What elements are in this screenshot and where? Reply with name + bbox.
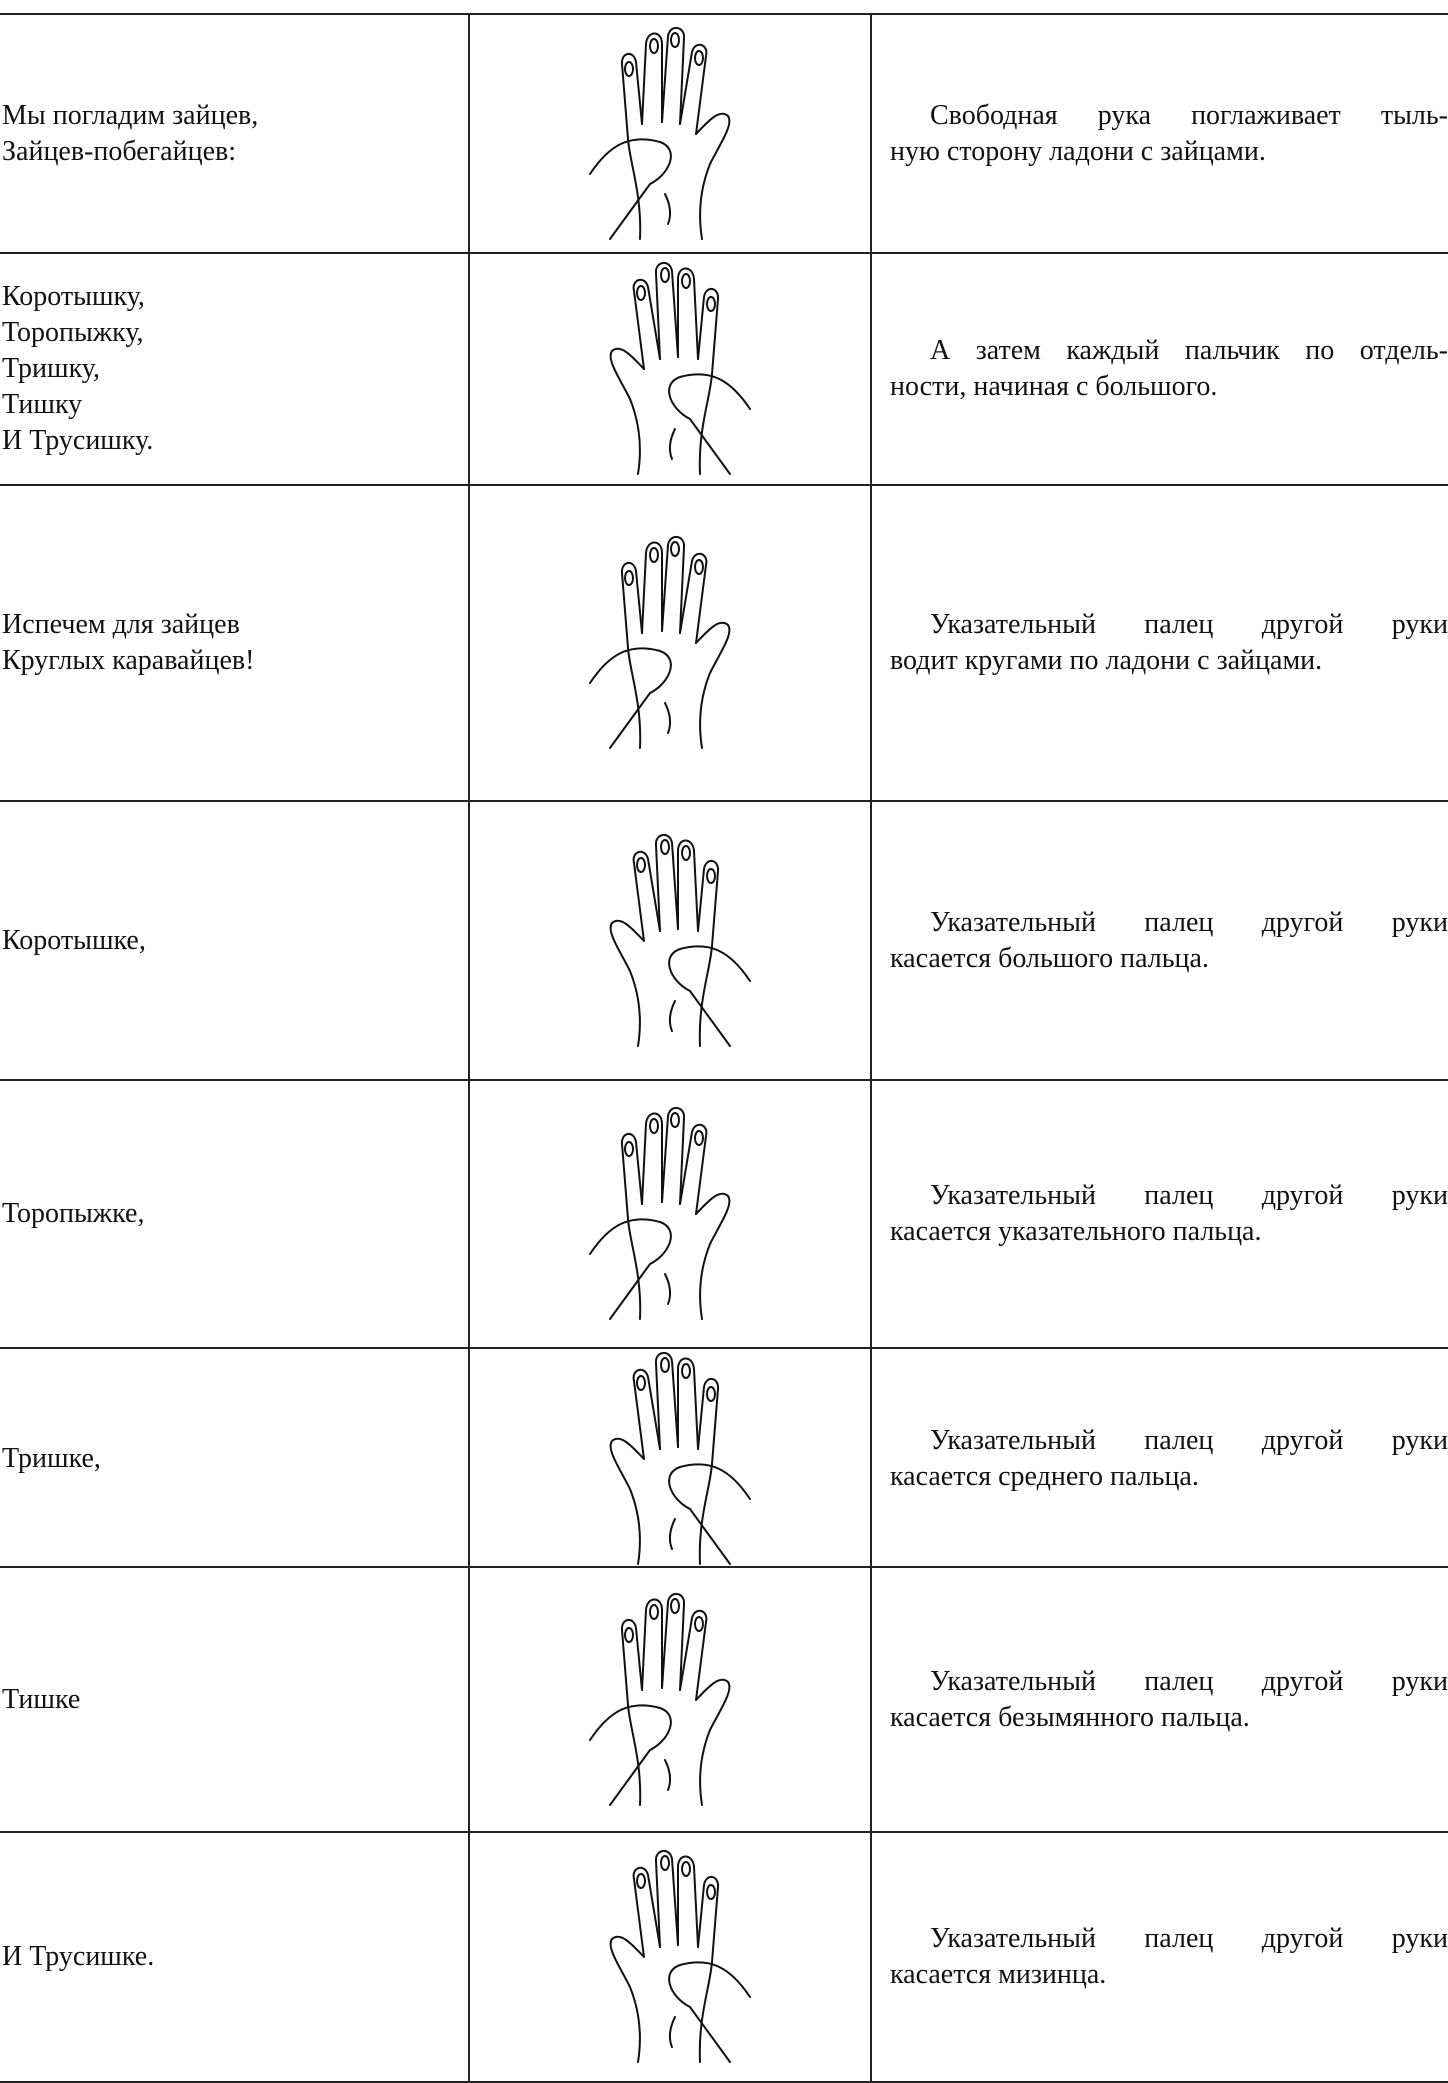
verse-line: Тишке	[2, 1683, 81, 1715]
table-row: Испечем для зайцев Круглых каравайцев! Ука…	[0, 486, 1448, 802]
verse-line: Испечем для зайцев	[2, 609, 240, 640]
illustration-cell	[470, 1568, 872, 1831]
verse-cell: Тришке,	[0, 1349, 470, 1569]
illustration-cell	[470, 1081, 872, 1347]
action-cell: Указательный палец другой руки касается с…	[872, 1349, 1448, 1569]
hand-illustration	[560, 1104, 780, 1324]
action-cell: Указательный палец другой руки касается м…	[872, 1833, 1448, 2081]
table-row: И Трусишке. Указательный палец другой рук…	[0, 1833, 1448, 2083]
verse-line: Тришке,	[2, 1443, 101, 1474]
action-line: касается среднего пальца.	[890, 1461, 1199, 1492]
verse-cell: И Трусишке.	[0, 1833, 470, 2081]
table-row: Мы погладим зайцев, Зайцев-побегайцев: Сво…	[0, 15, 1448, 254]
action-line: Свободная рука поглаживает тыль-	[930, 99, 1448, 131]
illustration-cell	[470, 802, 872, 1079]
action-line: Указательный палец другой руки	[930, 1665, 1448, 1697]
verse-line: Коротышке,	[2, 924, 146, 956]
verse-line: Зайцев-побегайцев:	[2, 135, 236, 167]
verse-cell: Торопыжке,	[0, 1081, 470, 1347]
action-line: ную сторону ладони с зайцами.	[890, 135, 1266, 167]
table-row: Тишке Указательный палец другой руки касае…	[0, 1568, 1448, 1833]
verse-line: И Трусишку.	[2, 425, 154, 456]
hand-illustration	[560, 1847, 780, 2067]
hand-illustration	[560, 1590, 780, 1810]
verse-cell: Коротышке,	[0, 802, 470, 1079]
illustration-cell	[470, 15, 872, 252]
action-line: касается большого пальца.	[890, 942, 1209, 974]
illustration-cell	[470, 486, 872, 800]
hand-illustration	[560, 831, 780, 1051]
action-line: касается указательного пальца.	[890, 1216, 1262, 1247]
verse-cell: Мы погладим зайцев, Зайцев-побегайцев:	[0, 15, 470, 252]
action-line: Указательный палец другой руки	[930, 1180, 1448, 1211]
action-cell: Указательный палец другой руки водит круг…	[872, 486, 1448, 800]
verse-line: Коротышку,	[2, 281, 145, 312]
rhyme-table: Мы погладим зайцев, Зайцев-побегайцев: Сво…	[0, 13, 1448, 2083]
verse-line: И Трусишке.	[2, 1941, 155, 1972]
hand-illustration	[560, 259, 780, 479]
illustration-cell	[470, 1833, 872, 2081]
table-row: Коротышке, Указательный палец другой руки…	[0, 802, 1448, 1081]
action-line: касается мизинца.	[890, 1959, 1107, 1990]
verse-line: Торопыжку,	[2, 317, 144, 348]
verse-cell: Тишке	[0, 1568, 470, 1831]
verse-line: Тришку,	[2, 353, 100, 384]
table-row: Коротышку, Торопыжку, Тришку, Тишку И Трусиш…	[0, 254, 1448, 486]
verse-cell: Испечем для зайцев Круглых каравайцев!	[0, 486, 470, 800]
action-line: ности, начиная с большого.	[890, 371, 1218, 402]
verse-line: Тишку	[2, 389, 83, 420]
action-cell: Указательный палец другой руки касается б…	[872, 802, 1448, 1079]
action-line: касается безымянного пальца.	[890, 1701, 1250, 1733]
verse-line: Торопыжке,	[2, 1198, 145, 1229]
action-line: водит кругами по ладони с зайцами.	[890, 645, 1323, 676]
illustration-cell	[470, 254, 872, 484]
action-line: Указательный палец другой руки	[930, 906, 1448, 938]
action-line: Указательный палец другой руки	[930, 1923, 1448, 1954]
table-row: Торопыжке, Указательный палец другой руки…	[0, 1081, 1448, 1349]
verse-line: Мы погладим зайцев,	[2, 99, 259, 131]
table-row: Тришке, Указательный палец другой руки кас…	[0, 1349, 1448, 1569]
action-cell: А затем каждый пальчик по отдель-ности, …	[872, 254, 1448, 484]
action-line: А затем каждый пальчик по отдель-	[930, 335, 1448, 366]
action-cell: Свободная рука поглаживает тыль-ную стор…	[872, 15, 1448, 252]
hand-illustration	[560, 533, 780, 753]
action-cell: Указательный палец другой руки касается у…	[872, 1081, 1448, 1347]
hand-illustration	[560, 1349, 780, 1569]
action-line: Указательный палец другой руки	[930, 609, 1448, 640]
verse-line: Круглых каравайцев!	[2, 645, 255, 676]
illustration-cell	[470, 1349, 872, 1569]
hand-illustration	[560, 24, 780, 244]
verse-cell: Коротышку, Торопыжку, Тришку, Тишку И Трусиш…	[0, 254, 470, 484]
action-cell: Указательный палец другой руки касается б…	[872, 1568, 1448, 1831]
action-line: Указательный палец другой руки	[930, 1425, 1448, 1456]
